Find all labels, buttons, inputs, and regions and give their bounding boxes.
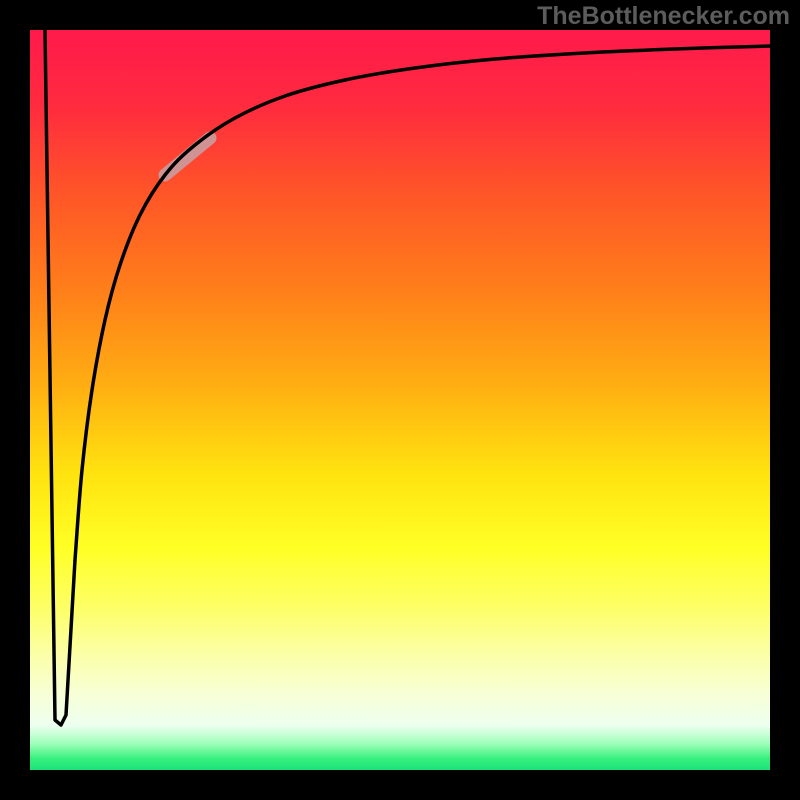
frame-right [770,0,800,800]
chart-svg [30,30,770,770]
gradient-background [30,30,770,770]
plot-area [30,30,770,770]
frame-bottom [0,770,800,800]
watermark-text: TheBottlenecker.com [537,2,790,31]
frame-left [0,0,30,800]
